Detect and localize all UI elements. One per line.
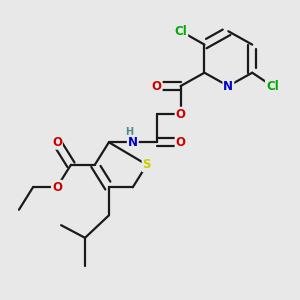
Text: O: O (176, 108, 186, 121)
Text: N: N (223, 80, 233, 93)
Text: H: H (125, 127, 133, 137)
Text: O: O (52, 136, 62, 149)
Text: Cl: Cl (175, 25, 187, 38)
Text: Cl: Cl (266, 80, 279, 93)
Text: O: O (52, 181, 62, 194)
Text: N: N (128, 136, 138, 149)
Text: S: S (142, 158, 151, 171)
Text: O: O (152, 80, 162, 93)
Text: O: O (176, 136, 186, 149)
